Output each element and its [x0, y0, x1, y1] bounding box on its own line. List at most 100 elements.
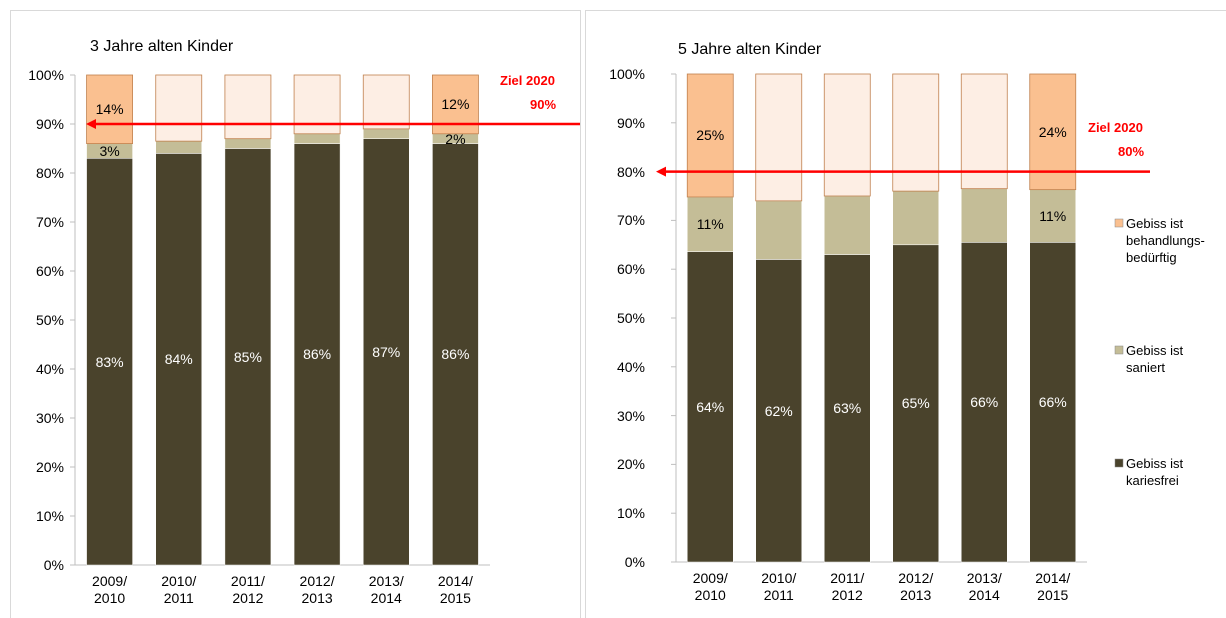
x-tick-label: 2011/ 2012	[830, 570, 865, 603]
data-label: 62%	[764, 402, 793, 419]
bar-segment	[892, 244, 939, 563]
bar-segment	[960, 73, 1008, 190]
legend-label: Gebiss ist behandlungs-bedürftig	[1126, 216, 1205, 265]
data-label: 65%	[901, 395, 930, 412]
bar-segment	[961, 188, 1008, 243]
legend-swatch	[1114, 458, 1124, 468]
x-tick-label: 2010/ 2011	[161, 573, 197, 606]
bar-segment	[293, 133, 341, 144]
bar-segment	[224, 138, 272, 149]
y-tick-label: 100%	[28, 67, 64, 83]
data-label: 63%	[833, 400, 862, 417]
bar-segment	[363, 138, 410, 566]
data-label: 84%	[164, 351, 193, 368]
bar-segment	[363, 128, 410, 139]
y-tick-label: 20%	[616, 456, 645, 473]
bar-segment	[687, 251, 734, 563]
chart-title: 5 Jahre alten Kinder	[678, 41, 822, 58]
bar-segment	[86, 74, 133, 144]
data-label: 64%	[696, 398, 725, 415]
target-title: Ziel 2020	[1088, 120, 1143, 135]
bar-segment	[755, 200, 802, 260]
target-label: 80%	[1118, 144, 1145, 159]
y-tick-label: 30%	[616, 407, 645, 424]
x-tick-label: 2009/ 2010	[692, 570, 728, 603]
y-tick-label: 80%	[35, 165, 64, 181]
x-tick-label: 2011/ 2012	[230, 573, 265, 606]
y-tick-label: 10%	[35, 508, 64, 524]
bar-segment	[86, 158, 133, 566]
bar-segment	[1029, 242, 1076, 563]
x-tick-label: 2014/ 2015	[1035, 570, 1071, 603]
bar-segment	[823, 73, 871, 197]
x-tick-label: 2012/ 2013	[898, 570, 934, 603]
bar-segment	[892, 73, 940, 192]
bar-segment	[362, 74, 410, 130]
data-label: 2%	[445, 130, 466, 147]
y-tick-label: 50%	[35, 312, 64, 328]
bar-segment	[687, 196, 734, 252]
data-label: 66%	[970, 394, 999, 411]
y-tick-label: 30%	[35, 410, 64, 426]
x-tick-label: 2012/ 2013	[299, 573, 335, 606]
bar-segment	[755, 259, 802, 563]
bar-segment	[155, 140, 202, 154]
y-tick-label: 90%	[616, 114, 645, 131]
y-tick-label: 60%	[35, 263, 64, 279]
data-label: 66%	[1038, 394, 1067, 411]
data-label: 12%	[441, 96, 470, 113]
y-tick-label: 20%	[35, 459, 64, 475]
legend-swatch	[1114, 345, 1124, 355]
y-tick-label: 50%	[616, 310, 645, 326]
legend-label: Gebiss ist kariesfrei	[1126, 456, 1184, 488]
data-label: 11%	[696, 216, 724, 233]
data-label: 14%	[95, 101, 124, 118]
data-label: 86%	[441, 346, 470, 363]
x-tick-label: 2014/ 2015	[437, 573, 473, 606]
data-label: 25%	[696, 127, 725, 144]
chart-title: 3 Jahre alten Kinder	[90, 38, 234, 55]
bar-segment	[686, 73, 734, 198]
data-label: 85%	[233, 348, 262, 365]
target-label: 90%	[530, 97, 557, 112]
y-tick-label: 100%	[609, 66, 645, 82]
bar-segment	[824, 254, 871, 563]
legend-label: Gebiss ist saniert	[1126, 343, 1184, 375]
bar-segment	[755, 73, 803, 202]
legend-swatch	[1114, 218, 1124, 228]
data-label: 11%	[1039, 208, 1067, 224]
x-tick-label: 2013/ 2014	[368, 573, 404, 606]
bar-segment	[224, 148, 272, 566]
y-tick-label: 0%	[624, 554, 645, 570]
bar-segment	[1029, 189, 1076, 243]
y-tick-label: 40%	[616, 358, 645, 375]
bar-segment	[432, 143, 479, 566]
target-arrow	[656, 166, 666, 177]
y-tick-label: 70%	[616, 212, 645, 229]
y-tick-label: 80%	[616, 163, 645, 180]
bar-segment	[224, 74, 272, 140]
x-tick-label: 2009/ 2010	[92, 573, 128, 606]
bar-segment	[892, 190, 939, 246]
target-arrow	[86, 119, 96, 129]
y-tick-label: 40%	[35, 361, 64, 377]
y-tick-label: 10%	[616, 505, 645, 522]
panel-frame	[10, 10, 581, 618]
bar-segment	[155, 153, 202, 566]
data-label: 86%	[303, 346, 332, 363]
data-label: 83%	[95, 353, 124, 370]
target-title: Ziel 2020	[500, 73, 555, 88]
bar-segment	[824, 195, 871, 255]
x-tick-label: 2010/ 2011	[761, 570, 797, 603]
bar-segment	[155, 74, 203, 142]
data-label: 87%	[372, 343, 401, 360]
y-tick-label: 60%	[616, 261, 645, 278]
y-tick-label: 0%	[43, 557, 64, 573]
panel-frame	[585, 10, 1226, 618]
y-tick-label: 90%	[35, 116, 64, 132]
data-label: 3%	[99, 142, 120, 159]
y-tick-label: 70%	[35, 214, 64, 230]
x-tick-label: 2013/ 2014	[966, 570, 1002, 603]
